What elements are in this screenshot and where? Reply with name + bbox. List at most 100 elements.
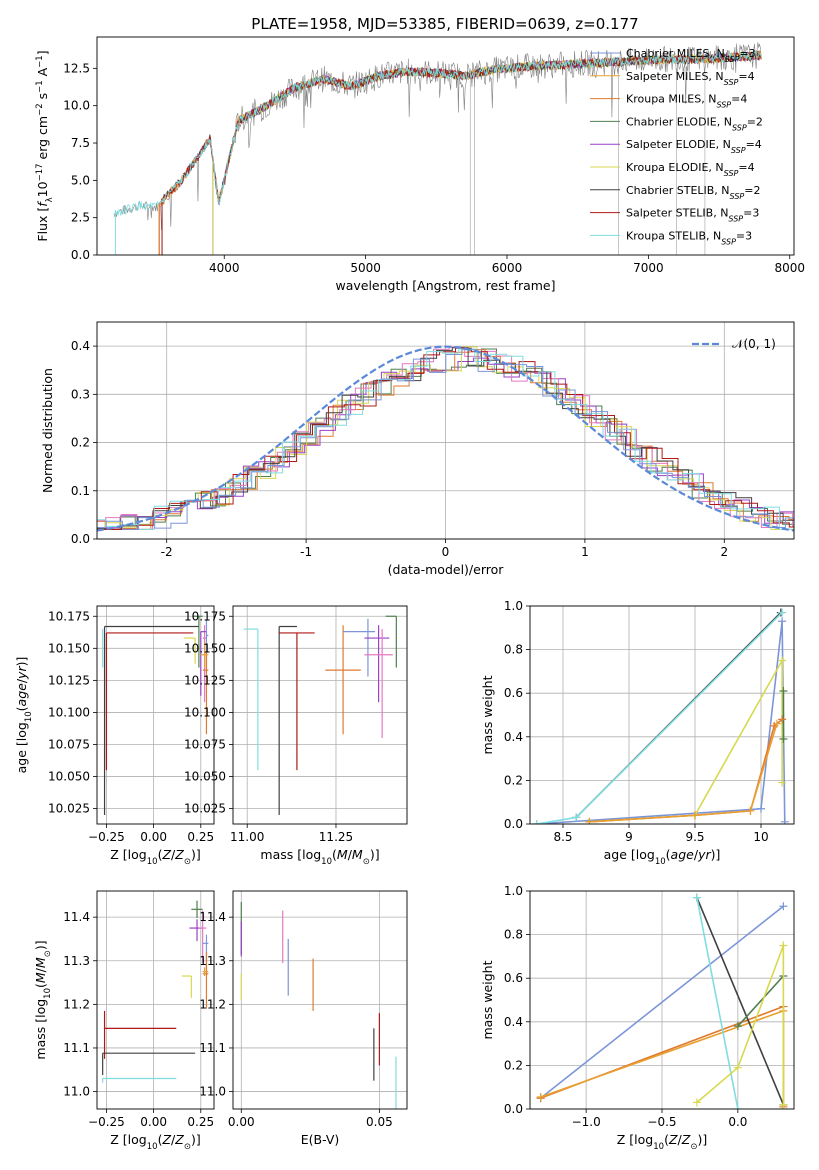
x-tick-label: 1 xyxy=(581,545,589,559)
weight-marker xyxy=(692,893,701,902)
x-axis-label: Z [log10(Z/Z⊙)] xyxy=(110,1132,200,1152)
weight-marker xyxy=(757,804,765,813)
label-part: ⊙ xyxy=(690,1142,697,1152)
legend-subscript: SSP xyxy=(728,214,743,223)
label-part: 10 xyxy=(43,988,53,999)
label-part: age xyxy=(14,683,29,707)
x-tick-label: 0.25 xyxy=(187,830,214,844)
axes-frame xyxy=(96,36,795,256)
weight-marker xyxy=(778,715,787,724)
label-part: Z xyxy=(668,1132,678,1147)
axes-frame xyxy=(232,605,408,825)
y-tick-label: 11.0 xyxy=(63,1085,90,1099)
weight-line-chabrier-stelib xyxy=(696,897,785,1105)
y-tick-label: 11.4 xyxy=(63,910,90,924)
weight-marker xyxy=(779,941,788,950)
y-tick-label: 10.175 xyxy=(184,609,226,623)
y-tick-label: 0.6 xyxy=(504,971,523,985)
x-tick-label: −0.25 xyxy=(88,1115,125,1129)
weight-marker xyxy=(733,1063,742,1072)
label-part: ( xyxy=(14,706,29,711)
label-part: −1 xyxy=(35,55,45,68)
label-part: Z xyxy=(174,1132,184,1147)
weight-marker xyxy=(779,687,788,696)
y-tick-label: 10.100 xyxy=(184,705,226,719)
y-tick-label: 10.175 xyxy=(48,609,90,623)
legend-entry: Kroupa ELODIE, NSSP=4 xyxy=(626,161,755,178)
residual-histogram-chabrier-elodie xyxy=(97,348,794,530)
label-part: ( xyxy=(666,847,671,862)
label-part: 10 xyxy=(147,1142,158,1152)
x-tick-label: 6000 xyxy=(492,261,523,275)
weight-line-kroupa-miles xyxy=(589,718,783,823)
y-tick-label: 10.125 xyxy=(184,673,226,687)
label-part: −17 xyxy=(35,163,45,181)
weight-marker xyxy=(536,1093,545,1102)
x-axis-label: E(B-V) xyxy=(301,1132,340,1147)
label-part: )] xyxy=(14,657,29,667)
legend-subscript: SSP xyxy=(721,237,736,246)
label-part: / xyxy=(171,1132,176,1147)
label-part: ⊙ xyxy=(363,857,370,867)
plot-area xyxy=(97,345,794,532)
legend-count: =2 xyxy=(747,115,763,128)
legend-entry: Kroupa MILES, NSSP=4 xyxy=(626,93,747,110)
x-tick-label: 8000 xyxy=(774,261,805,275)
label-part: M xyxy=(33,972,48,983)
legend-entry: Chabrier MILES, NSSP=3 xyxy=(626,47,756,64)
x-tick-label: 7000 xyxy=(633,261,664,275)
legend-count: =4 xyxy=(731,93,747,106)
y-tick-label: 7.5 xyxy=(71,136,90,150)
axes-mass_vs_EBV: 0.00 0.05 11.0 11.1 11.2 11.3 11.4 E(B-V) xyxy=(199,890,408,1147)
label-part: 10 xyxy=(655,857,666,867)
y-axis-label: mass [log10(M/M⊙)] xyxy=(33,940,53,1059)
label-part: 10 xyxy=(653,1142,664,1152)
x-tick-label: 2 xyxy=(720,545,728,559)
x-tick-label: 9.5 xyxy=(685,830,704,844)
residual-histogram-kroupa-stelib xyxy=(97,348,794,530)
legend-entry: Salpeter STELIB, NSSP=3 xyxy=(626,207,759,224)
y-tick-label: 10.150 xyxy=(48,641,90,655)
legend-count: =4 xyxy=(738,161,754,174)
y-tick-label: 0.0 xyxy=(504,817,523,831)
label-part: )] xyxy=(370,847,380,862)
legend-subscript: SSP xyxy=(724,169,739,178)
legend-subscript: SSP xyxy=(731,146,746,155)
y-tick-label: 11.2 xyxy=(63,997,90,1011)
weight-marker xyxy=(746,806,755,815)
y-tick-label: 0.4 xyxy=(504,1015,523,1029)
weight-marker xyxy=(779,1100,788,1109)
y-axis-label: mass weight xyxy=(480,960,495,1039)
x-tick-label: 0.0 xyxy=(728,1115,747,1129)
y-tick-label: 12.5 xyxy=(63,61,90,75)
weight-line-kroupa-stelib xyxy=(536,611,783,824)
weight-line-chabrier-elodie xyxy=(737,975,784,1027)
label-part: / xyxy=(694,847,699,862)
label-part: f xyxy=(35,201,50,207)
y-axis-label: age [log10(age/yr)] xyxy=(14,657,34,774)
label-part: ( xyxy=(33,983,48,988)
x-axis-label: Z [log10(Z/Z⊙)] xyxy=(617,1132,707,1152)
y-tick-label: 11.3 xyxy=(199,954,226,968)
label-part: Z [log xyxy=(110,847,146,862)
label-part: −2 xyxy=(35,103,45,116)
x-tick-label: −1.0 xyxy=(572,1115,601,1129)
y-tick-label: 10.025 xyxy=(184,802,226,816)
label-part: A xyxy=(35,67,50,80)
y-tick-label: 1.0 xyxy=(504,884,523,898)
legend-subscript: SSP xyxy=(732,123,747,132)
weight-marker xyxy=(778,617,787,626)
axes-spectrum: 4000 5000 6000 7000 8000 0.0 2.5 5.0 7.5 10.0 12.5… xyxy=(35,36,805,293)
normal-legend-label: 𝒩(0, 1) xyxy=(732,337,776,351)
label-part: ( xyxy=(332,847,337,862)
label-part: wavelength [Angstrom, rest frame] xyxy=(335,278,555,293)
y-tick-label: 10.050 xyxy=(48,770,90,784)
weight-line-kroupa-elodie xyxy=(696,945,785,1105)
legend-count: =3 xyxy=(736,229,752,242)
y-tick-label: 10.150 xyxy=(184,641,226,655)
axes-age_vs_mass: 11.00 11.25 10.025 10.050 10.075 10.100 10.125… xyxy=(184,605,408,867)
residual-histogram-pink xyxy=(97,346,794,530)
label-part: 10 xyxy=(321,857,332,867)
label-part: / xyxy=(14,678,29,683)
